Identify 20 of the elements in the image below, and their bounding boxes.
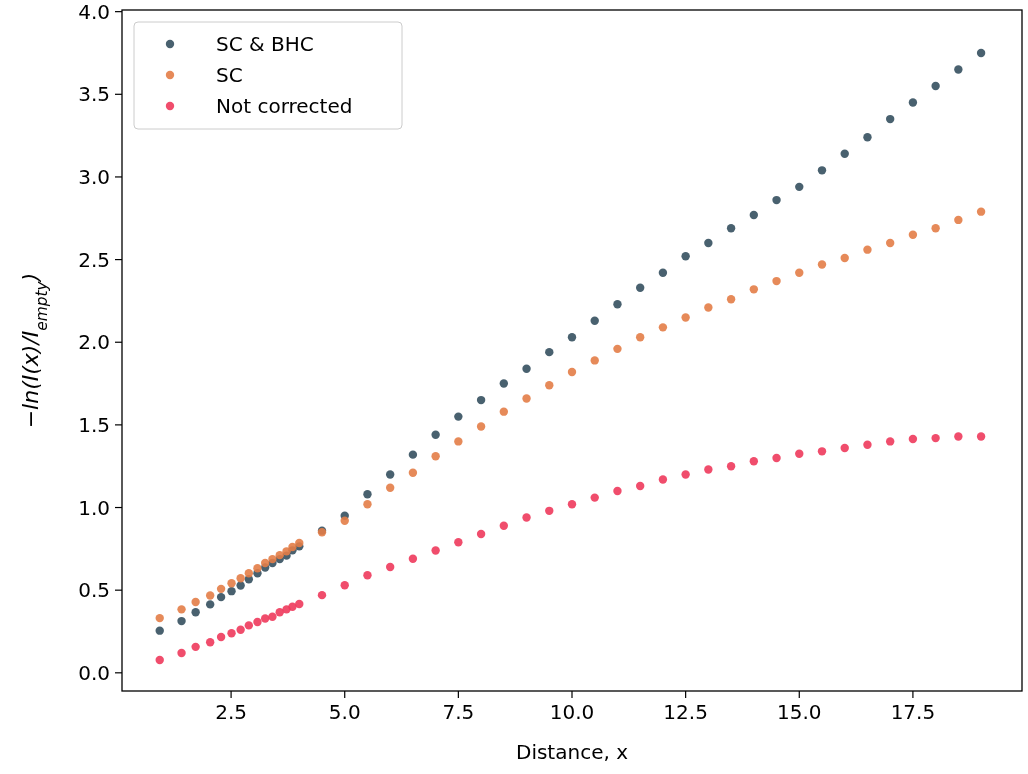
x-tick-label: 17.5 <box>890 700 936 724</box>
y-tick-label: 1.5 <box>78 412 110 437</box>
x-tick-label: 2.5 <box>215 700 247 724</box>
x-tick-label: 7.5 <box>442 700 475 724</box>
y-tick-label: 4.0 <box>78 0 110 24</box>
y-tick-label: 3.0 <box>78 164 110 189</box>
legend-label: SC & BHC <box>216 32 314 56</box>
y-tick-label: 3.5 <box>78 82 110 107</box>
y-tick-label: 0.0 <box>78 660 110 685</box>
y-tick-label: 2.5 <box>78 247 110 272</box>
legend-label: SC <box>216 63 243 87</box>
y-tick-label: 0.5 <box>78 578 110 603</box>
x-tick-label: 10.0 <box>549 700 595 724</box>
x-axis-title: Distance, x <box>515 740 629 764</box>
y-tick-label: 1.0 <box>78 495 110 520</box>
x-tick-label: 5.0 <box>328 700 361 724</box>
y-tick-label: 2.0 <box>78 330 110 355</box>
legend-label: Not corrected <box>216 94 353 118</box>
x-tick-label: 15.0 <box>777 700 822 724</box>
x-tick-label: 12.5 <box>663 700 708 724</box>
